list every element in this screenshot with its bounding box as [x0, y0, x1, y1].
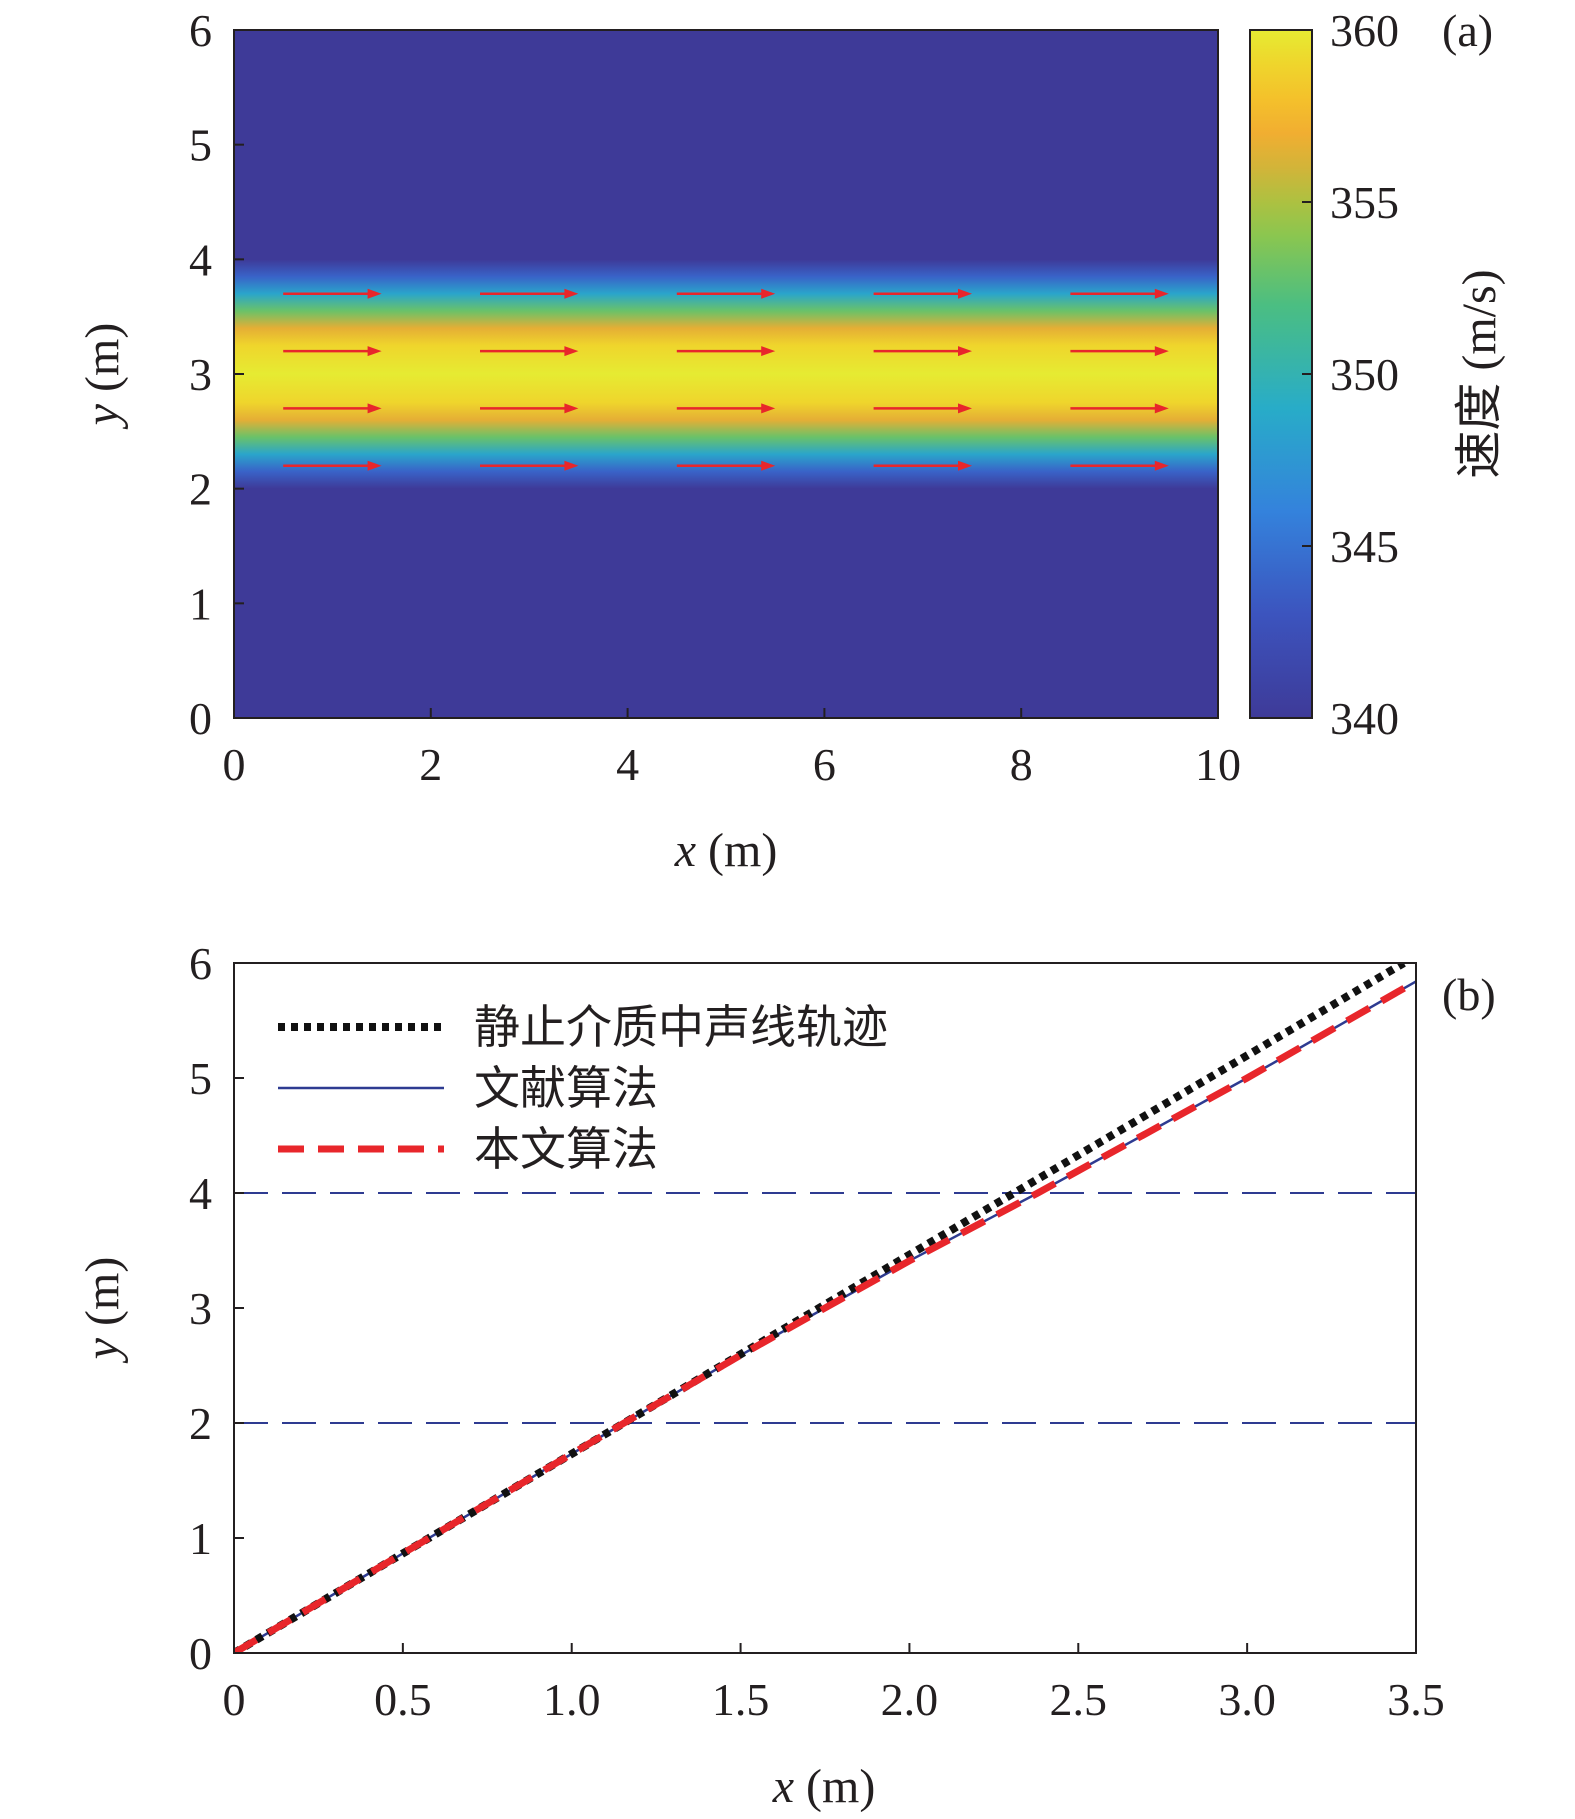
flow-arrow: [873, 403, 972, 414]
y-tick-label: 1: [189, 578, 212, 629]
flow-arrow: [676, 403, 776, 414]
x-tick-label: 1.5: [712, 1674, 770, 1725]
x-tick-label: 2.5: [1050, 1674, 1108, 1725]
y-axis-label-a: y (m): [76, 323, 129, 431]
y-tick-label: 0: [189, 693, 212, 744]
y-tick-label: 2: [189, 1398, 212, 1449]
colorbar-tick-label: 355: [1330, 177, 1399, 228]
panel-tag-b: (b): [1442, 969, 1496, 1020]
legend-label: 文献算法: [474, 1063, 658, 1114]
y-tick-label: 2: [189, 464, 212, 515]
legend-label: 本文算法: [474, 1124, 658, 1175]
colorbar-tick-label: 345: [1330, 521, 1399, 572]
y-tick-label: 6: [189, 938, 212, 989]
x-tick-label: 2: [419, 739, 442, 790]
x-tick-label: 4: [616, 739, 639, 790]
flow-arrow: [676, 460, 776, 471]
colorbar-ticks: 340 345 350 355 360: [1302, 5, 1399, 744]
x-tick-label: 0: [223, 1674, 246, 1725]
colorbar-label: 速度 (m/s): [1453, 269, 1506, 478]
y-tick-label: 0: [189, 1628, 212, 1679]
x-tick-label: 0: [223, 739, 246, 790]
flow-arrow: [676, 346, 776, 357]
colorbar-tick-label: 360: [1330, 5, 1399, 56]
flow-arrow: [480, 346, 579, 357]
panel-tag-a: (a): [1442, 5, 1493, 56]
flow-arrow: [873, 288, 972, 299]
flow-arrow: [480, 288, 579, 299]
y-tick-label: 1: [189, 1513, 212, 1564]
y-tick-label: 5: [189, 120, 212, 171]
legend-label: 静止介质中声线轨迹: [474, 1002, 888, 1053]
flow-arrow: [480, 460, 579, 471]
flow-arrow: [1070, 460, 1169, 471]
flow-arrow: [283, 288, 382, 299]
y-tick-label: 3: [189, 1283, 212, 1334]
flow-arrow: [283, 403, 382, 414]
x-tick-label: 0.5: [374, 1674, 432, 1725]
y-tick-label: 4: [189, 1168, 212, 1219]
series-line: [234, 963, 1406, 1653]
colorbar: [1249, 29, 1313, 719]
flow-arrow: [1070, 346, 1169, 357]
flow-arrow: [873, 460, 972, 471]
flow-arrow: [873, 346, 972, 357]
heatmap-jet-band: [234, 259, 1218, 489]
x-tick-label: 10: [1195, 739, 1241, 790]
y-axis-label-b: y (m): [76, 1257, 129, 1365]
x-axis-a: 0 2 4 6 8 10: [223, 708, 1241, 790]
x-tick-label: 2.0: [881, 1674, 939, 1725]
x-axis-label-b: x (m): [772, 1760, 876, 1813]
y-tick-label: 5: [189, 1053, 212, 1104]
x-axis-b: 0 0.5 1.0 1.5 2.0 2.5 3.0 3.5: [223, 1643, 1445, 1725]
x-tick-label: 1.0: [543, 1674, 601, 1725]
series-lines: [234, 963, 1416, 1653]
colorbar-tick-label: 340: [1330, 693, 1399, 744]
x-tick-label: 6: [813, 739, 836, 790]
colorbar-tick-label: 350: [1330, 349, 1399, 400]
reference-lines: [234, 1192, 1416, 1424]
flow-arrow: [480, 403, 579, 414]
flow-arrow: [1070, 403, 1169, 414]
y-axis-a: 0 1 2 3 4 5 6: [189, 5, 244, 744]
flow-arrow: [283, 460, 382, 471]
y-tick-label: 6: [189, 5, 212, 56]
x-tick-label: 8: [1010, 739, 1033, 790]
y-tick-label: 4: [189, 234, 212, 285]
flow-arrows: [283, 288, 1169, 471]
flow-arrow: [676, 288, 776, 299]
panel-b: 0 0.5 1.0 1.5 2.0 2.5 3.0 3.5 0 1 2 3 4 5 6 静止介质中声线轨迹…: [76, 938, 1496, 1813]
series-line: [234, 978, 1416, 1653]
flow-arrow: [283, 346, 382, 357]
x-tick-label: 3.5: [1387, 1674, 1445, 1725]
flow-arrow: [1070, 288, 1169, 299]
x-axis-label-a: x (m): [674, 824, 778, 877]
y-tick-label: 3: [189, 349, 212, 400]
y-axis-b: 0 1 2 3 4 5 6: [189, 938, 244, 1679]
x-tick-label: 3.0: [1218, 1674, 1276, 1725]
